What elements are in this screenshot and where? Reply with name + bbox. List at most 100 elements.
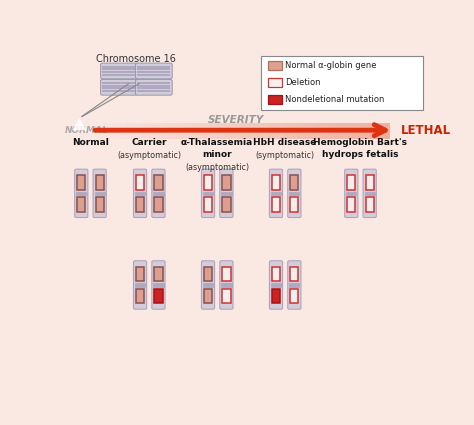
Bar: [137, 68, 170, 71]
Bar: [94, 192, 105, 195]
Bar: [268, 78, 282, 87]
Bar: [337, 123, 345, 139]
Bar: [383, 123, 390, 139]
Text: (symptomatic): (symptomatic): [255, 151, 315, 160]
Bar: [137, 66, 170, 68]
Bar: [137, 85, 170, 87]
Bar: [204, 175, 212, 190]
Bar: [137, 82, 170, 84]
Bar: [222, 197, 230, 212]
FancyBboxPatch shape: [345, 169, 358, 218]
Text: minor: minor: [202, 150, 232, 159]
FancyBboxPatch shape: [269, 261, 283, 309]
Text: HbH disease: HbH disease: [254, 138, 317, 147]
Bar: [164, 123, 172, 139]
Bar: [102, 90, 136, 92]
Bar: [268, 61, 282, 70]
Polygon shape: [72, 118, 87, 130]
Bar: [102, 66, 136, 68]
Bar: [156, 123, 164, 139]
Bar: [179, 123, 187, 139]
Bar: [272, 266, 280, 281]
Bar: [136, 266, 144, 281]
Bar: [96, 197, 104, 212]
Bar: [262, 123, 269, 139]
FancyBboxPatch shape: [220, 169, 233, 218]
Bar: [247, 123, 255, 139]
Bar: [203, 192, 213, 195]
Bar: [136, 289, 144, 303]
Bar: [96, 175, 104, 190]
FancyBboxPatch shape: [288, 169, 301, 218]
Bar: [271, 283, 281, 287]
FancyBboxPatch shape: [75, 169, 88, 218]
FancyBboxPatch shape: [220, 261, 233, 309]
Bar: [135, 283, 145, 287]
Text: Normal α-globin gene: Normal α-globin gene: [285, 61, 377, 70]
Bar: [135, 192, 145, 195]
Bar: [89, 123, 96, 139]
Bar: [367, 123, 375, 139]
Bar: [96, 123, 104, 139]
Text: Hemoglobin Bart's: Hemoglobin Bart's: [313, 138, 408, 147]
Bar: [289, 192, 300, 195]
Bar: [375, 123, 383, 139]
Bar: [137, 90, 170, 92]
Bar: [290, 266, 299, 281]
FancyArrowPatch shape: [95, 125, 385, 136]
Bar: [126, 123, 134, 139]
Bar: [365, 192, 375, 195]
Bar: [315, 123, 322, 139]
Bar: [269, 123, 277, 139]
Bar: [290, 175, 299, 190]
Bar: [221, 283, 231, 287]
Bar: [155, 197, 163, 212]
Bar: [111, 123, 119, 139]
FancyBboxPatch shape: [134, 261, 146, 309]
Bar: [155, 266, 163, 281]
Bar: [271, 192, 281, 195]
FancyBboxPatch shape: [363, 169, 376, 218]
Bar: [224, 123, 232, 139]
Bar: [204, 266, 212, 281]
Bar: [272, 175, 280, 190]
Bar: [204, 197, 212, 212]
Bar: [365, 175, 374, 190]
Text: Carrier: Carrier: [131, 138, 167, 147]
Bar: [221, 192, 231, 195]
Text: Normal: Normal: [72, 138, 109, 147]
Bar: [102, 74, 136, 76]
FancyBboxPatch shape: [93, 169, 106, 218]
Bar: [261, 56, 423, 110]
Bar: [153, 192, 164, 195]
Bar: [134, 123, 141, 139]
Bar: [345, 123, 352, 139]
Text: hydrops fetalis: hydrops fetalis: [322, 150, 399, 159]
Text: α-Thalassemia: α-Thalassemia: [181, 138, 253, 147]
FancyBboxPatch shape: [152, 261, 165, 309]
Bar: [209, 123, 217, 139]
Bar: [290, 197, 299, 212]
Bar: [203, 283, 213, 287]
Bar: [119, 123, 126, 139]
Text: SEVERITY: SEVERITY: [208, 115, 264, 125]
Bar: [76, 192, 86, 195]
Bar: [307, 123, 315, 139]
FancyBboxPatch shape: [201, 169, 215, 218]
Bar: [141, 123, 149, 139]
Text: Chromosome 16: Chromosome 16: [96, 54, 176, 64]
Bar: [194, 123, 201, 139]
Bar: [102, 88, 136, 89]
Bar: [102, 68, 136, 71]
Bar: [204, 289, 212, 303]
FancyBboxPatch shape: [288, 261, 301, 309]
Text: LETHAL: LETHAL: [401, 124, 451, 137]
Bar: [222, 266, 230, 281]
Bar: [329, 123, 337, 139]
Bar: [284, 123, 292, 139]
FancyBboxPatch shape: [100, 63, 137, 79]
Bar: [153, 283, 164, 287]
FancyBboxPatch shape: [136, 63, 172, 79]
Bar: [272, 197, 280, 212]
FancyBboxPatch shape: [134, 169, 146, 218]
